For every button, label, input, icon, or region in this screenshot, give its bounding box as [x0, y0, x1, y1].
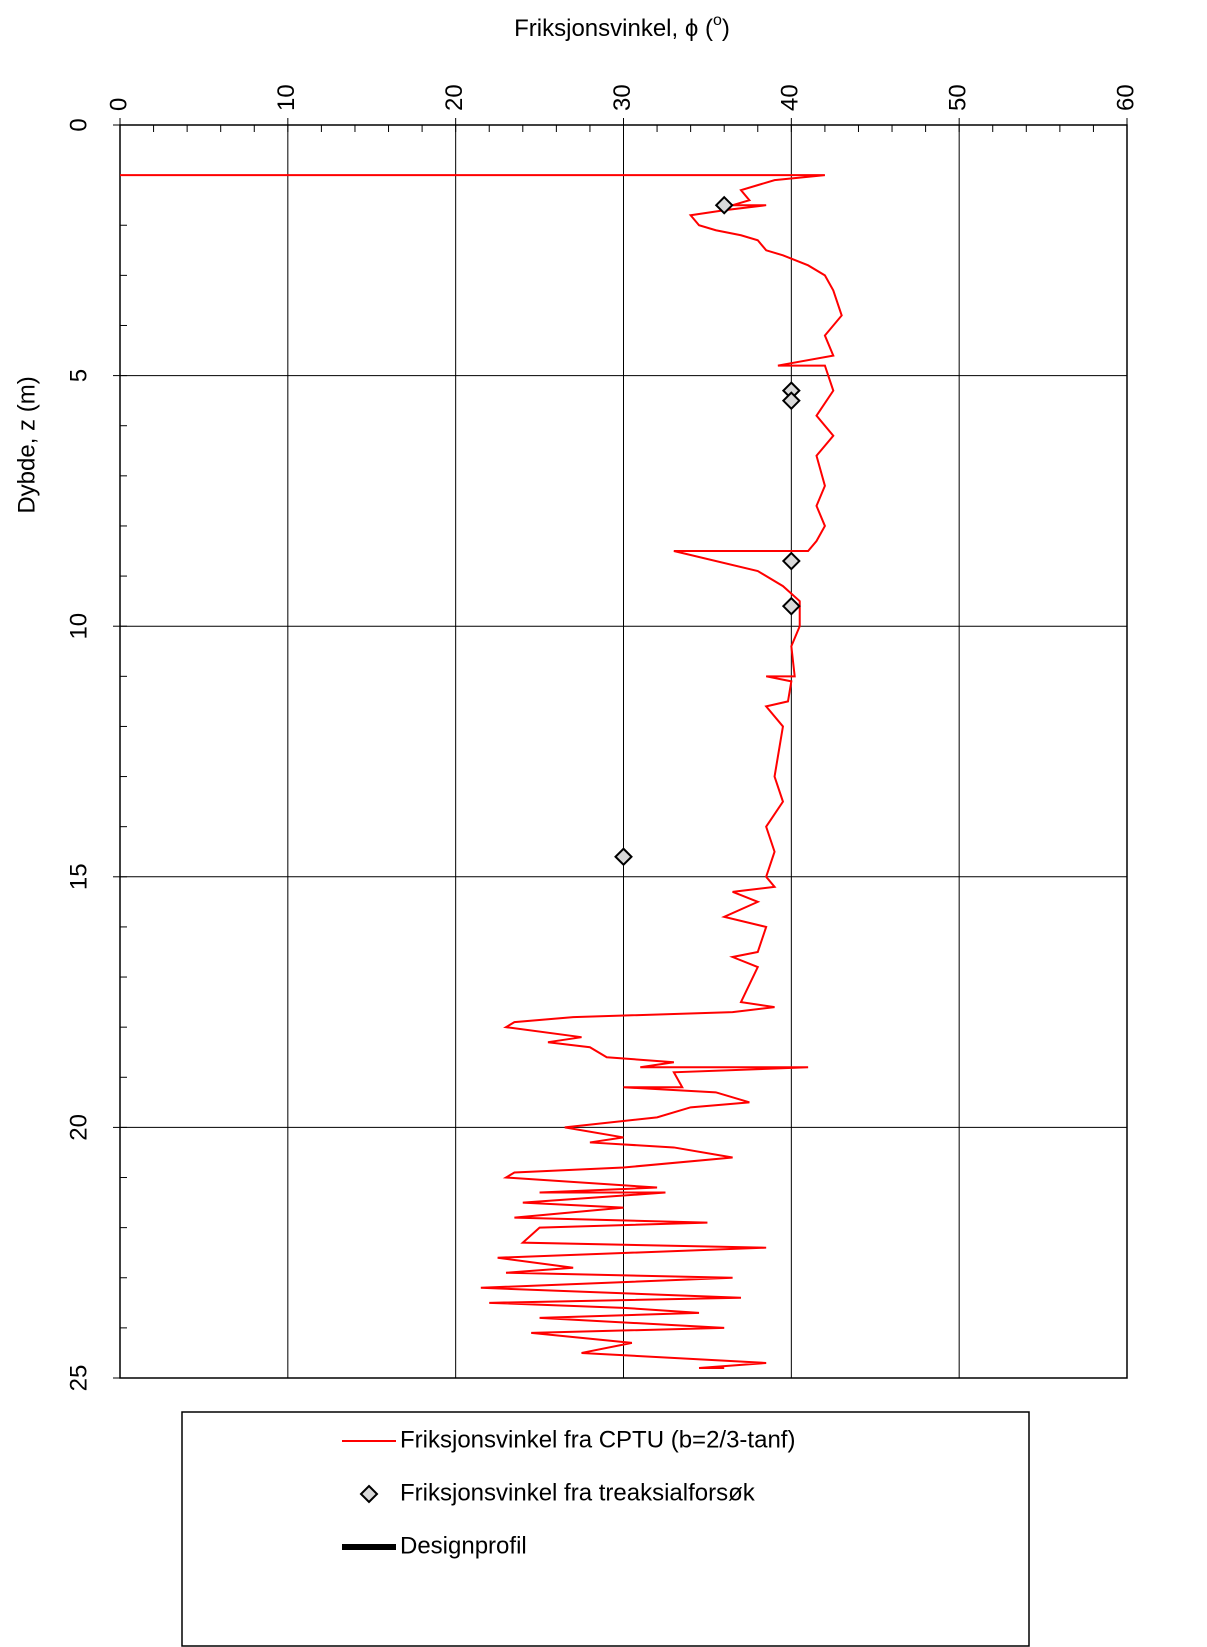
data-point [781, 551, 801, 571]
x-axis-label: Friksjonsvinkel, ϕ (o) [514, 12, 730, 42]
x-tick-label: 20 [441, 84, 468, 111]
x-tick-label: 50 [945, 84, 972, 111]
data-point [714, 195, 734, 215]
legend-label: Friksjonsvinkel fra CPTU (b=2/3-tanf) [400, 1426, 795, 1453]
x-tick-label: 30 [609, 84, 636, 111]
y-tick-label: 10 [65, 613, 92, 640]
y-tick-label: 15 [65, 863, 92, 890]
y-tick-label: 25 [65, 1365, 92, 1392]
data-point [781, 596, 801, 616]
legend-box [181, 1411, 1030, 1647]
data-point [781, 391, 801, 411]
x-tick-label: 40 [777, 84, 804, 111]
y-tick-label: 20 [65, 1114, 92, 1141]
x-tick-label: 10 [273, 84, 300, 111]
y-tick-label: 0 [65, 118, 92, 131]
plot-frame [119, 124, 1128, 1379]
x-tick-label: 0 [105, 98, 132, 111]
x-tick-label: 60 [1112, 84, 1139, 111]
y-tick-label: 5 [65, 369, 92, 382]
y-axis-label: Dybde, z (m) [13, 376, 40, 513]
data-line [120, 174, 843, 1369]
legend-label: Designprofil [400, 1532, 527, 1559]
legend-symbol [359, 1484, 379, 1504]
legend-label: Friksjonsvinkel fra treaksialforsøk [400, 1479, 756, 1506]
data-point [614, 847, 633, 867]
